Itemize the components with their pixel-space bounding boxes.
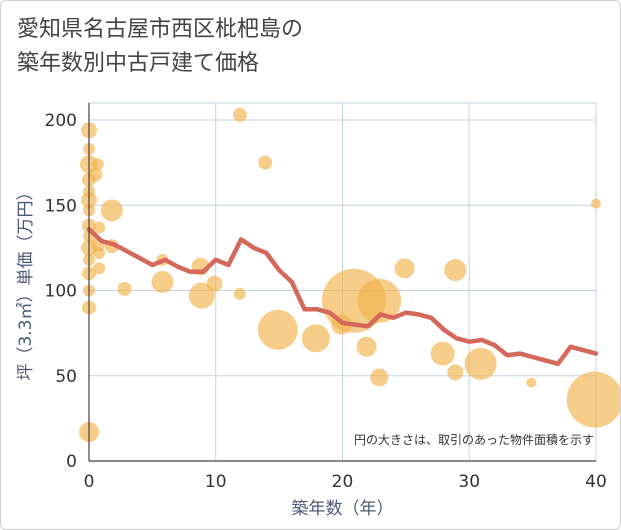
axes: 0 10 20 30 40 0 50 100 150 200 xyxy=(45,103,607,492)
bubble-23 xyxy=(117,281,132,296)
bubble-44 xyxy=(526,377,537,388)
bubble-45 xyxy=(566,371,620,428)
x-tick-label-0: 0 xyxy=(84,472,95,492)
bubble-21 xyxy=(100,199,123,222)
y-axis-title: 坪（3.3㎡）単価（万円） xyxy=(16,183,36,380)
bubble-46 xyxy=(591,198,601,209)
chart-title-line-1: 愛知県名古屋市西区枇杷島の xyxy=(17,17,304,42)
trend-line xyxy=(86,226,599,367)
y-tick-label-4: 200 xyxy=(45,111,77,131)
bubble-38 xyxy=(370,368,389,387)
bubble-40 xyxy=(430,341,455,366)
y-tick-label-3: 150 xyxy=(45,196,77,216)
chart-title-line-2: 築年数別中古戸建て価格 xyxy=(17,51,260,76)
bubble-series xyxy=(79,107,620,443)
y-tick-label-1: 50 xyxy=(55,367,77,387)
bubble-20 xyxy=(93,247,106,260)
x-tick-label-1: 10 xyxy=(205,472,227,492)
bubble-25 xyxy=(151,271,174,293)
chart-title: 愛知県名古屋市西区枇杷島の 築年数別中古戸建て価格 xyxy=(17,13,303,81)
bubble-32 xyxy=(257,309,298,350)
y-tick-label-0: 0 xyxy=(66,452,77,472)
bubble-36 xyxy=(356,336,377,357)
x-tick-label-4: 40 xyxy=(585,472,607,492)
bubble-30 xyxy=(233,287,246,300)
bubble-29 xyxy=(232,107,247,122)
x-axis-title: 築年数（年） xyxy=(292,499,394,519)
x-tick-label-3: 30 xyxy=(458,472,480,492)
bubble-27 xyxy=(188,282,215,309)
bubble-43 xyxy=(464,347,497,380)
bubble-15 xyxy=(88,167,103,182)
bubble-42 xyxy=(447,364,464,381)
bubble-19 xyxy=(93,262,106,275)
bubble-18 xyxy=(93,221,106,234)
x-tick-label-2: 20 xyxy=(332,472,354,492)
bubble-28 xyxy=(206,275,223,292)
size-note: 円の大きさは、取引のあった物件面積を示す xyxy=(354,432,594,447)
bubble-33 xyxy=(301,324,330,353)
bubble-16 xyxy=(91,158,104,171)
bubble-41 xyxy=(444,259,467,282)
bubble-31 xyxy=(258,155,273,170)
bubble-37 xyxy=(357,278,402,323)
bubble-39 xyxy=(394,258,415,279)
y-tick-label-2: 100 xyxy=(45,282,77,302)
